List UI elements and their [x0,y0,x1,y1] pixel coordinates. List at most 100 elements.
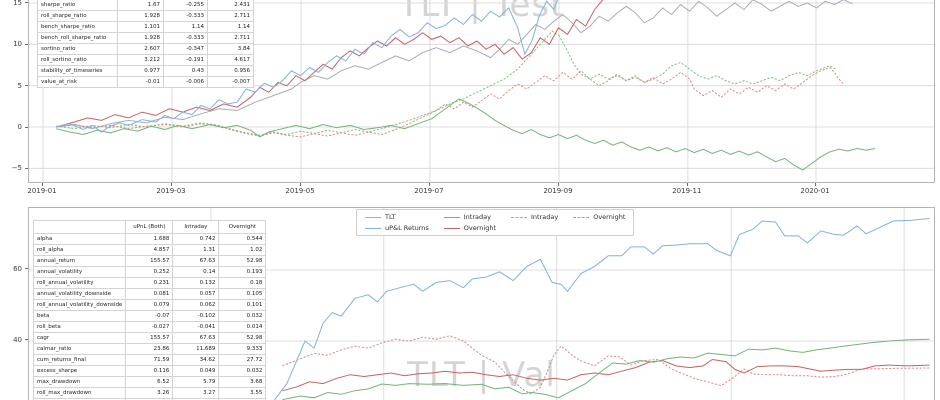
x-tickmark [557,183,559,186]
watermark-test: TLT | Test [398,0,565,25]
table-metric-label: sharpe_ratio [37,0,118,11]
y-tick-label: 15 [13,0,22,7]
table-metric-label: excess_sharpe [32,365,127,377]
series-intraday-line [55,98,876,171]
table-row: roll_beta -0.027 -0.041 0.014 [32,321,267,333]
plot-svg-val [29,208,934,400]
legend-line-sample [511,216,528,218]
legend-item: uP&L Returns [365,224,429,232]
x-tickmark [170,183,172,186]
table-row: cagr 155.57 67.63 52.98 [32,332,267,344]
table-value-cell: 0.062 [172,299,220,311]
table-value-cell: -0.333 [163,32,208,44]
table-row: beta -0.07 -0.102 0.032 [32,310,267,322]
table-metric-label: roll_sharpe_ratio [37,10,118,22]
table-value-cell: 1.14 [163,21,208,33]
table-value-cell: 1.67 [117,0,164,11]
table-value-cell: 0.956 [207,65,254,77]
table-value-cell: 5.79 [172,376,220,388]
table-row: cum_returns_final 71.59 34.62 27.72 [32,354,267,366]
y-tick-label: 5 [17,81,22,90]
table-metric-label: roll_beta [32,321,127,333]
legend-line-sample [443,216,460,218]
table-value-cell: 0.43 [163,65,208,77]
legend-item: Overnight [443,224,496,232]
table-metric-label: value_at_risk [37,76,118,88]
table-row: sortino_ratio 2.607 -0.347 3.84 [37,43,254,55]
table-metric-label: bench_sharpe_ratio [37,21,118,33]
legend-column: Intraday [511,213,558,232]
table-value-cell: 0.977 [117,65,164,77]
table-value-cell: 67.63 [172,255,220,267]
table-value-cell: 34.62 [172,354,220,366]
table-value-cell: 0.101 [218,299,267,311]
legend-item-label: uP&L Returns [385,224,429,232]
x-tick-label: 2019-09 [543,187,573,195]
table-value-cell: 27.72 [218,354,267,366]
table-value-cell: 11.689 [172,343,220,355]
legend-column: Overnight [573,213,625,232]
legend-item: TLT [365,213,429,221]
stats-table-val: uPnL (Both) Intraday Overnight alpha 1.688 0.… [32,220,267,400]
y-tick-label: 0 [17,123,22,131]
y-tickmark [25,126,28,128]
series-overnight-line [55,0,604,128]
table-value-cell: 3.27 [172,387,220,399]
table-metric-label: roll_sortino_ratio [37,54,118,66]
table-value-cell: -0.191 [163,54,208,66]
x-tickmark [428,183,430,186]
table-metric-label: max_drawdown [32,376,127,388]
table-value-cell: 2.431 [207,0,254,11]
table-value-cell: 155.57 [125,332,174,344]
plot-svg-test [29,0,934,182]
series-overnight-line [282,358,930,392]
table-value-cell: 1.14 [207,21,254,33]
y-tick-label: −5 [11,164,22,173]
legend: TLT uP&L Returns Intraday Overnight Intraday… [356,209,635,236]
table-value-cell: 0.132 [172,277,220,289]
series-intraday-line [282,338,930,400]
table-value-cell: -0.027 [125,321,174,333]
y-tick-label: 10 [13,40,22,49]
x-tickmark [686,183,688,186]
table-value-cell: 52.98 [218,332,267,344]
table-value-cell: 0.014 [218,321,267,333]
x-tickmark [300,183,302,186]
stats-table-test: sharpe_ratio 1.67 -0.255 2.431 roll_sharpe_r… [37,0,254,88]
y-tickmark [25,268,28,270]
legend-item-label: Intraday [463,213,491,221]
legend-item: Intraday [511,213,558,221]
series-intraday-dashed-line [56,30,838,136]
table-value-cell: 67.63 [172,332,220,344]
table-value-cell: -0.255 [163,0,208,11]
table-metric-label: cum_returns_final [32,354,127,366]
y-tick-label: 60 [13,264,22,273]
table-header-cell: Overnight [218,220,267,234]
y-tickmark [25,339,28,341]
legend-item-label: TLT [385,213,396,221]
table-value-cell: 1.31 [172,244,220,256]
table-header-row: uPnL (Both) Intraday Overnight [32,220,267,234]
legend-item: Overnight [573,213,625,221]
table-row: bench_roll_sharpe_ratio 1.928 -0.333 2.711 [37,32,254,44]
table-value-cell: 4.617 [207,54,254,66]
table-row: max_drawdown 6.52 5.79 3.68 [32,376,267,388]
table-row: annual_volatility_downside 0.081 0.057 0.10… [32,288,267,300]
table-row: annual_volatility 0.252 0.14 0.193 [32,266,267,278]
table-value-cell: 2.607 [117,43,164,55]
table-row: stability_of_timeseries 0.977 0.43 0.956 [37,65,254,77]
legend-line-sample [365,216,381,218]
legend-line-sample [443,227,460,229]
plot-area-test: TLT | Test sharpe_ratio 1.67 -0.255 2.431 ro… [28,0,935,183]
table-value-cell: 2.711 [207,32,254,44]
table-row: roll_sharpe_ratio 1.928 -0.333 2.711 [37,10,254,22]
table-value-cell: 3.68 [218,376,267,388]
table-row: roll_sortino_ratio 3.212 -0.191 4.617 [37,54,254,66]
plot-area-val: TLT | Val TLT uP&L Returns Intraday Overnig… [28,207,935,400]
table-row: bench_sharpe_ratio 1.101 1.14 1.14 [37,21,254,33]
table-value-cell: 1.928 [117,10,164,22]
table-value-cell: 9.333 [218,343,267,355]
table-value-cell: 0.742 [172,233,220,245]
